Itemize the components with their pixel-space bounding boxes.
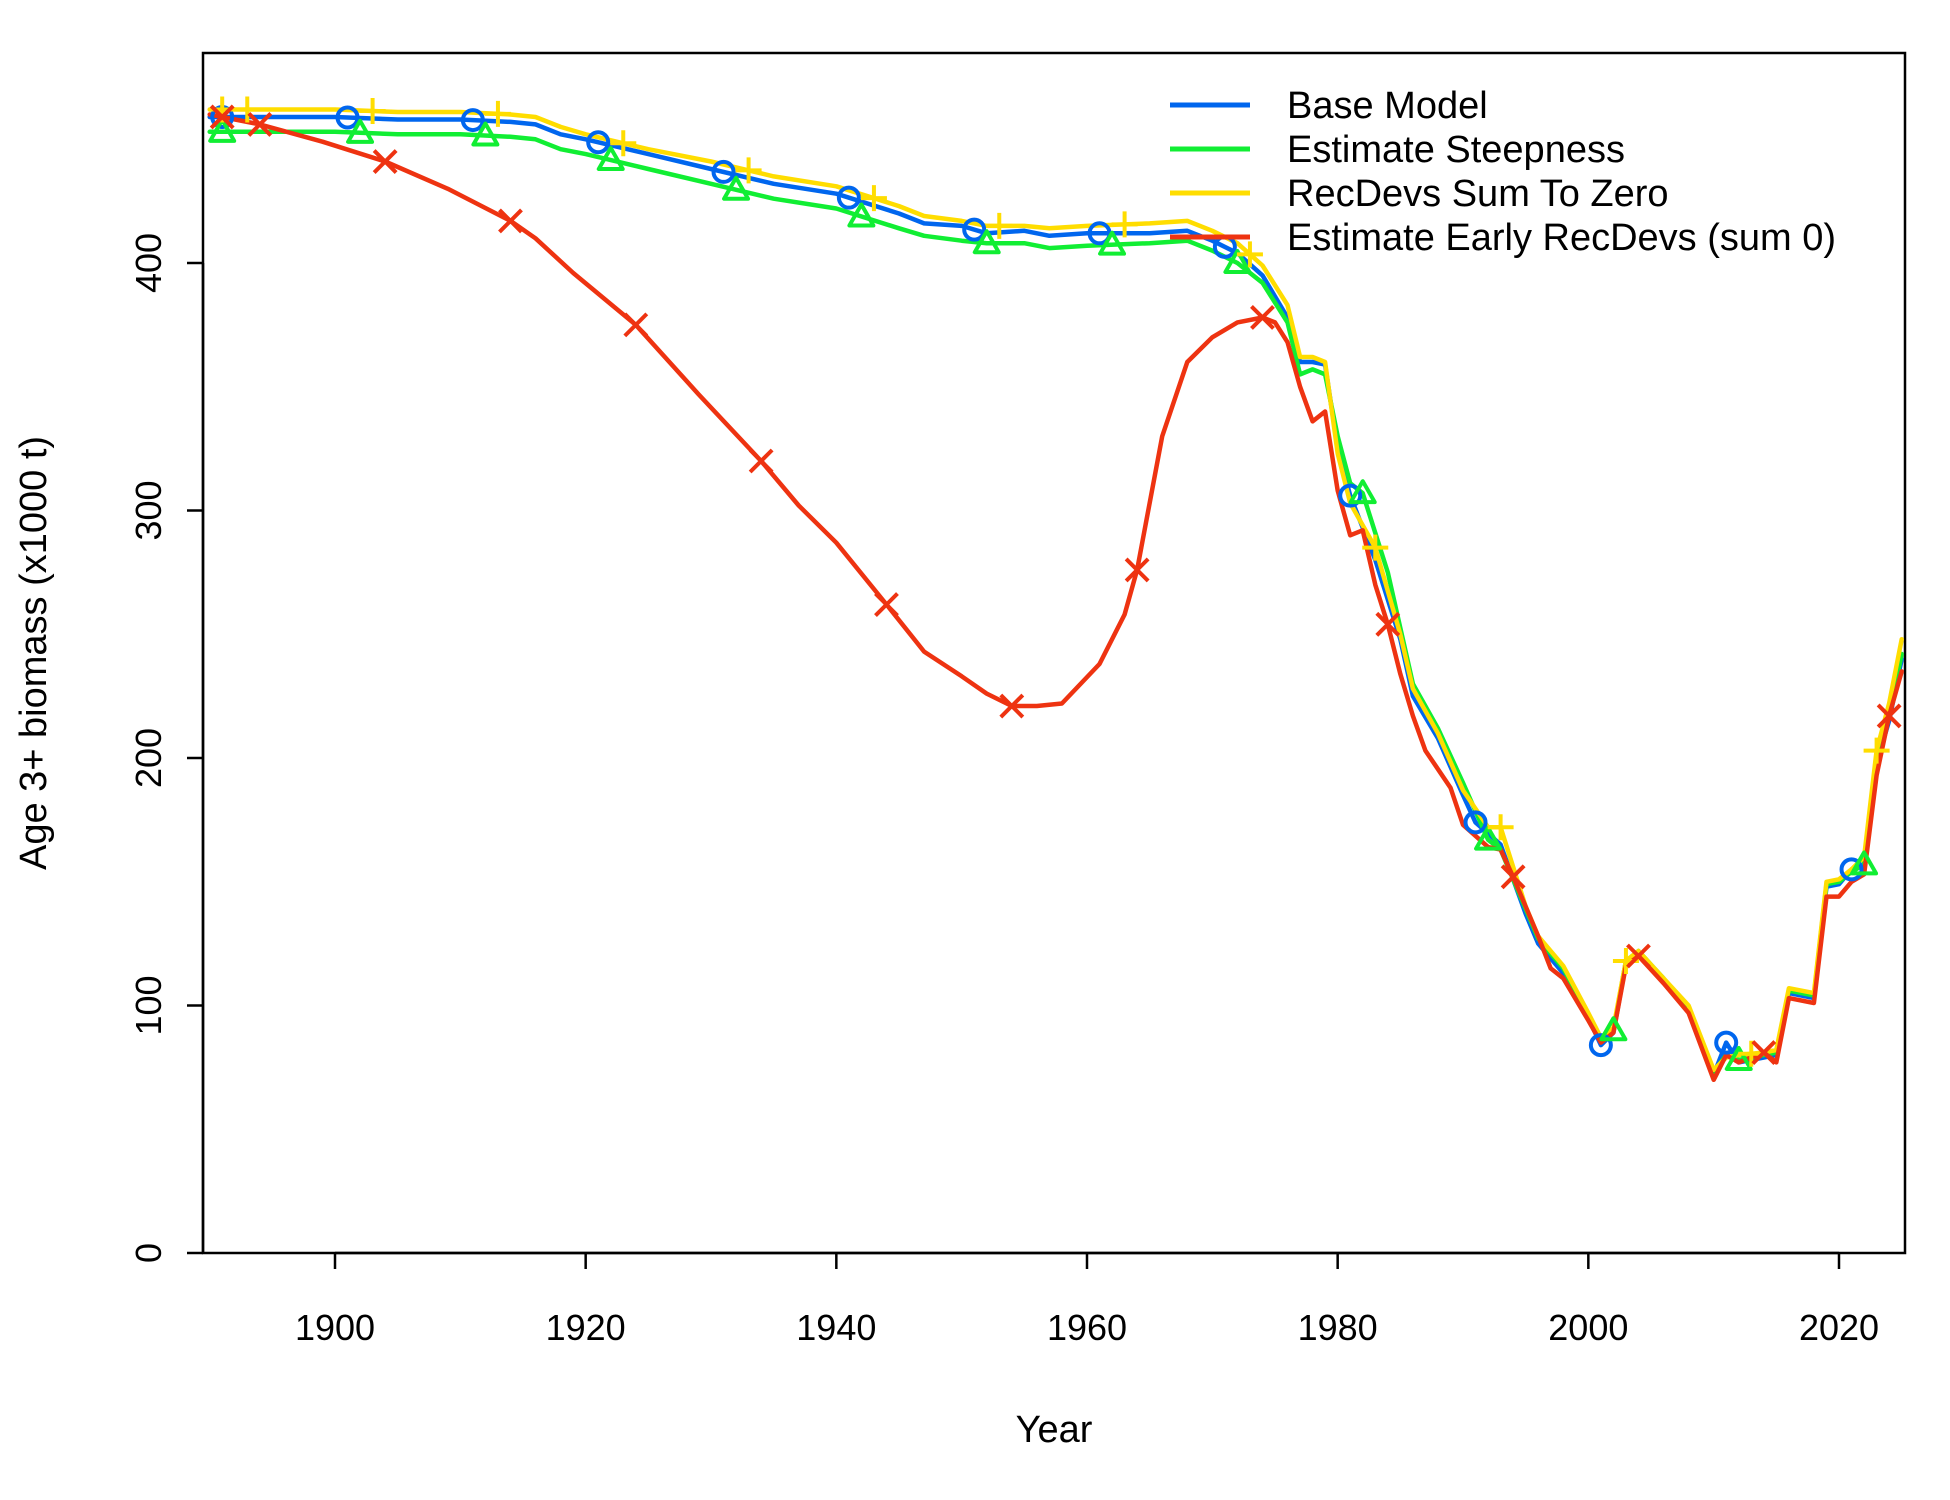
series-3-marker bbox=[1487, 814, 1514, 841]
series-2-marker bbox=[208, 117, 237, 143]
series-3-marker bbox=[234, 96, 261, 123]
series-1-marker bbox=[962, 217, 987, 242]
series-3-marker bbox=[860, 185, 887, 212]
series-4-marker bbox=[623, 312, 649, 338]
series-2-marker bbox=[972, 229, 1001, 255]
series-line-2 bbox=[207, 129, 1904, 1075]
series-4-marker bbox=[1375, 611, 1401, 637]
marker-layer bbox=[208, 96, 1902, 1071]
series-4-marker bbox=[1751, 1040, 1777, 1065]
x-axis-title: Year bbox=[1016, 1409, 1093, 1451]
series-4-marker bbox=[999, 693, 1025, 719]
series-4-marker bbox=[748, 448, 774, 474]
x-tick-label: 2000 bbox=[1548, 1307, 1628, 1348]
series-3-marker bbox=[1362, 534, 1389, 561]
series-3-marker bbox=[1863, 737, 1890, 764]
series-2-marker bbox=[722, 175, 751, 201]
series-1-marker bbox=[335, 105, 360, 130]
legend-label-1: Base Model bbox=[1287, 85, 1488, 127]
x-tick-label: 1940 bbox=[796, 1307, 876, 1348]
y-tick-label: 300 bbox=[128, 480, 169, 540]
series-1-marker bbox=[1338, 483, 1363, 508]
series-4-marker bbox=[372, 149, 398, 174]
series-4-marker bbox=[1250, 305, 1275, 330]
series-line-1 bbox=[207, 114, 1904, 1078]
series-line-4 bbox=[207, 112, 1904, 1083]
series-2-marker bbox=[1599, 1016, 1628, 1042]
series-3-marker bbox=[359, 98, 386, 125]
y-tick-label: 100 bbox=[128, 975, 169, 1035]
series-2-marker bbox=[1223, 249, 1252, 274]
series-1-marker bbox=[1839, 857, 1864, 882]
series-3-marker bbox=[1111, 211, 1138, 238]
series-4-marker bbox=[209, 104, 235, 130]
series-1-marker bbox=[836, 185, 861, 210]
legend-label-3: RecDevs Sum To Zero bbox=[1287, 173, 1669, 215]
series-3-marker bbox=[484, 100, 511, 127]
x-tick-label: 1920 bbox=[546, 1307, 626, 1348]
series-1-marker bbox=[586, 130, 611, 155]
series-2-marker bbox=[1474, 825, 1503, 851]
series-4-marker bbox=[1876, 703, 1902, 729]
series-4-marker bbox=[1124, 557, 1150, 583]
series-4-marker bbox=[247, 111, 273, 137]
series-3-marker bbox=[1236, 241, 1263, 268]
series-1-marker bbox=[711, 159, 736, 184]
x-tick-label: 1980 bbox=[1298, 1307, 1378, 1348]
y-tick-label: 200 bbox=[128, 728, 169, 788]
x-tick-label: 2020 bbox=[1799, 1307, 1879, 1348]
series-1-marker bbox=[1463, 810, 1488, 835]
x-tick-label: 1900 bbox=[295, 1307, 375, 1348]
legend-label-4: Estimate Early RecDevs (sum 0) bbox=[1287, 217, 1836, 259]
x-axis: 1900 1920 1940 1960 1980 2000 2020 bbox=[295, 1251, 1879, 1348]
y-axis-title: Age 3+ biomass (x1000 t) bbox=[13, 436, 55, 870]
series-3-marker bbox=[735, 157, 762, 184]
y-tick-label: 0 bbox=[128, 1243, 169, 1263]
series-2-marker bbox=[471, 121, 500, 147]
series-2-marker bbox=[1348, 479, 1377, 505]
series-4-marker bbox=[1626, 943, 1651, 969]
series-2-marker bbox=[1850, 850, 1879, 876]
series-3-marker bbox=[986, 212, 1013, 239]
series-2-marker bbox=[1724, 1045, 1753, 1071]
x-tick-label: 1960 bbox=[1047, 1307, 1127, 1348]
series-1-marker bbox=[1588, 1033, 1613, 1058]
series-4-marker bbox=[874, 592, 899, 617]
series-2-marker bbox=[346, 118, 375, 144]
series-1-marker bbox=[460, 108, 485, 133]
legend-label-2: Estimate Steepness bbox=[1287, 129, 1625, 171]
series-2-marker bbox=[1098, 230, 1127, 256]
series-3-marker bbox=[610, 130, 637, 157]
series-1-marker bbox=[1714, 1030, 1739, 1055]
y-axis: 0 100 200 300 400 bbox=[128, 233, 205, 1263]
series-2-marker bbox=[596, 146, 625, 172]
series-4-marker bbox=[498, 208, 523, 234]
y-tick-label: 400 bbox=[128, 233, 169, 293]
series-2-marker bbox=[847, 202, 876, 228]
series-4-marker bbox=[1500, 864, 1526, 890]
